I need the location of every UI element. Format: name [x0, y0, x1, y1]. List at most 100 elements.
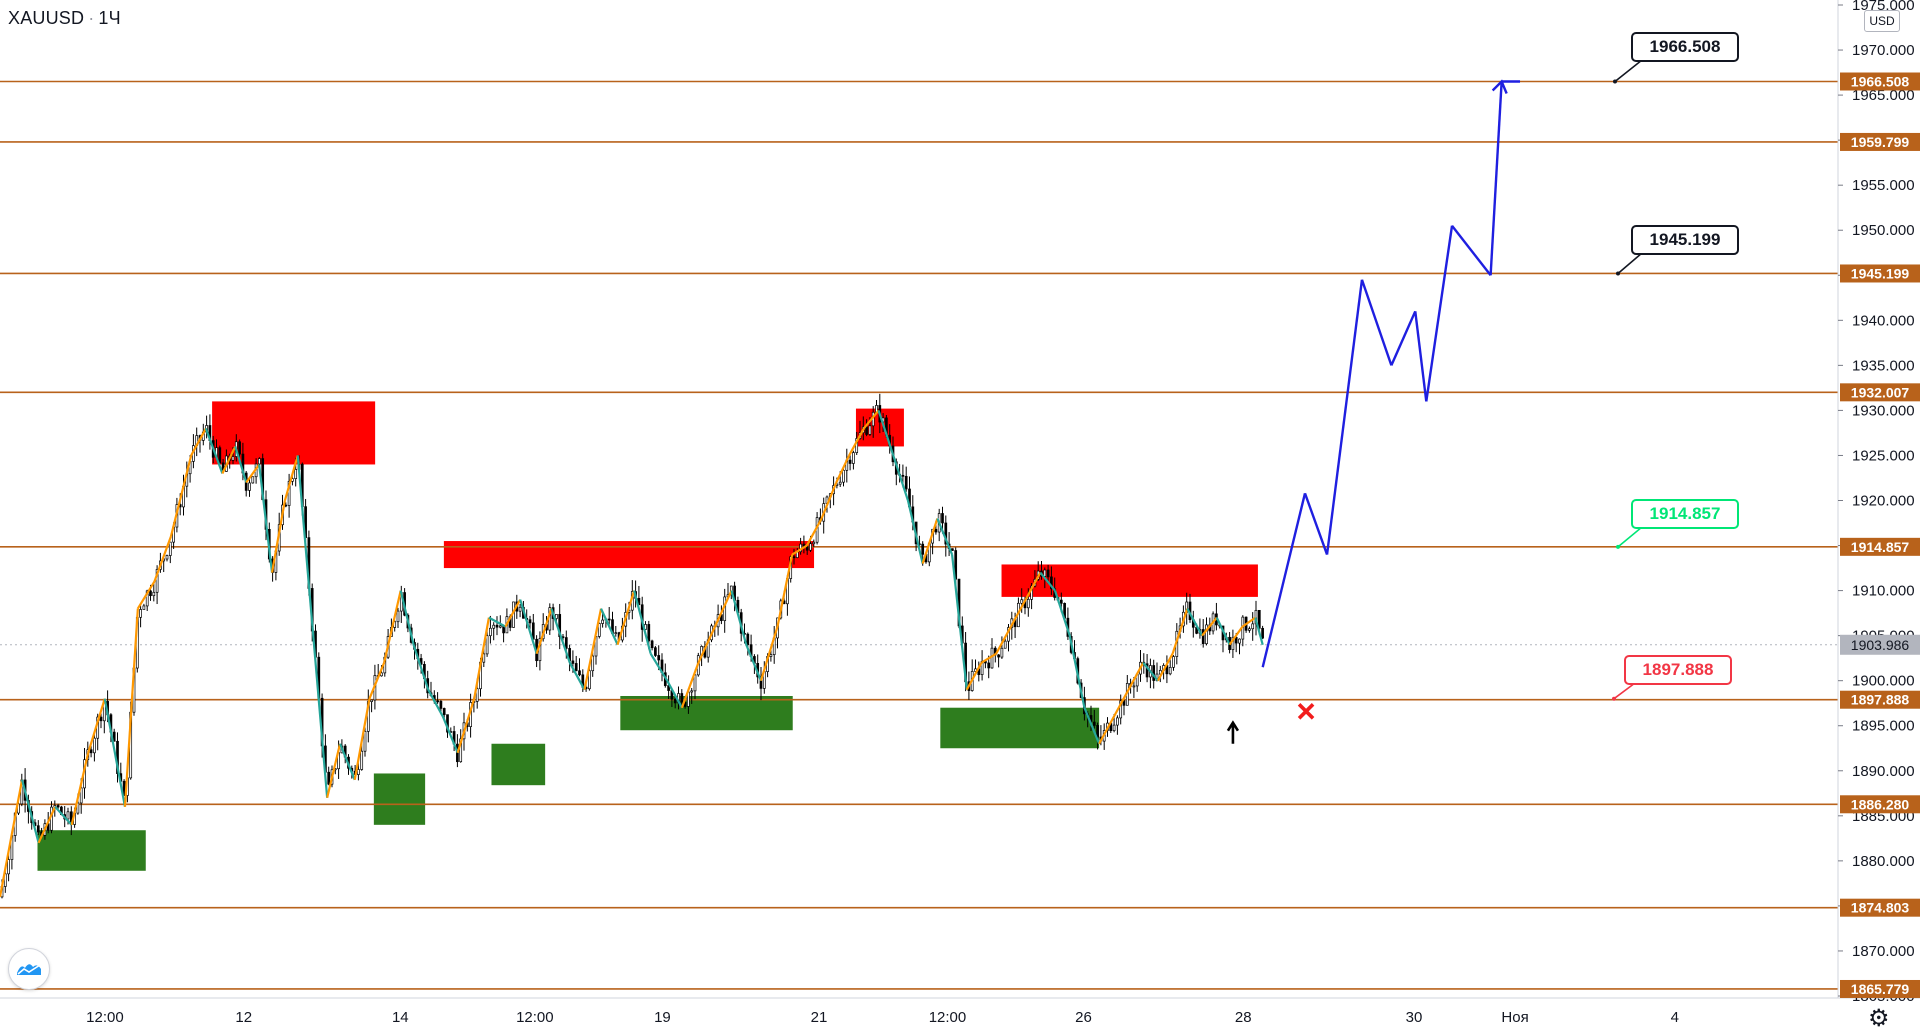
candle-body-302: [997, 654, 1000, 658]
gear-icon[interactable]: ⚙: [1868, 1005, 1890, 1032]
zigzag-segment-35: [535, 608, 553, 654]
candle-body-17: [56, 805, 60, 808]
callout-box-1: [1631, 225, 1739, 255]
zigzag-segment-61: [936, 518, 954, 555]
candle-body-89: [294, 469, 298, 479]
level-tag-8: [1840, 979, 1920, 998]
zigzag-segment-57: [877, 410, 895, 456]
candle-body-169: [558, 614, 562, 638]
tradingview-logo-icon[interactable]: [8, 948, 50, 990]
candle-body-78: [258, 458, 261, 465]
level-tag-label-8: 1865.779: [1851, 981, 1910, 997]
candle-body-150: [495, 624, 499, 628]
projection-segment-8: [1489, 81, 1503, 276]
projection-segment-3: [1360, 279, 1393, 366]
y-tick-label-17: 1890.000: [1852, 763, 1915, 780]
zigzag-segment-12: [204, 428, 224, 474]
candle-body-209: [690, 690, 694, 693]
x-tick-label-10: Ноя: [1501, 1009, 1528, 1026]
zigzag-segment-83: [1254, 617, 1264, 646]
candle-body-254: [838, 481, 842, 485]
candle-body-175: [578, 670, 581, 676]
candle-body-375: [1238, 638, 1241, 644]
zigzag-segment-68: [1039, 571, 1056, 592]
x-tick-label-6: 12:00: [929, 1009, 967, 1026]
y-tick-label-2: 1965.000: [1852, 87, 1915, 104]
candle-body-66: [218, 447, 222, 464]
zigzag-segment-76: [1156, 653, 1174, 682]
candle-body-257: [848, 459, 852, 464]
y-tick-label-16: 1895.000: [1852, 718, 1915, 735]
callouts: 1966.508 1945.199 1914.857 1897.888: [1612, 32, 1739, 701]
zigzag: [0, 409, 1264, 898]
currency-badge[interactable]: USD: [1864, 10, 1900, 32]
candle-body-146: [482, 653, 486, 663]
candle-body-179: [591, 655, 595, 672]
zigzag-segment-65: [995, 626, 1012, 655]
candle-body-28: [93, 737, 96, 754]
zigzag-segment-1: [20, 779, 40, 844]
y-tick-label-13: 1910.000: [1852, 583, 1915, 600]
candle-body-109: [360, 750, 364, 770]
y-tick-label-4: 1955.000: [1852, 177, 1915, 194]
candle-body-279: [921, 543, 925, 555]
zigzag-segment-80: [1215, 617, 1231, 646]
candle-body-354: [1168, 666, 1172, 675]
candle-body-364: [1201, 629, 1205, 645]
candle-body-245: [809, 543, 812, 551]
x-tick-label-11: 4: [1671, 1009, 1679, 1026]
candle-body-70: [231, 456, 235, 461]
zigzag-segment-10: [169, 455, 193, 537]
candle-body-139: [459, 738, 463, 763]
callout-label-0: 1966.508: [1650, 37, 1721, 56]
symbol-header[interactable]: XAUUSD · 1Ч: [8, 8, 121, 29]
candle-body-46: [152, 591, 156, 597]
candle-body-318: [1050, 576, 1053, 590]
zigzag-segment-49: [759, 626, 779, 682]
candle-body-355: [1172, 656, 1175, 668]
time-axis-bg: [0, 998, 1838, 1036]
candle-body-317: [1046, 569, 1050, 578]
zigzag-segment-18: [283, 455, 299, 501]
candle-body-274: [904, 475, 908, 490]
level-tag-7: [1840, 898, 1920, 917]
candle-body-332: [1096, 725, 1099, 738]
zigzag-segment-69: [1053, 590, 1071, 636]
level-tag-2: [1840, 264, 1920, 283]
x-tick-label-0: 12:00: [86, 1009, 124, 1026]
candle-body-43: [142, 605, 146, 610]
zigzag-segment-79: [1201, 616, 1218, 637]
zigzag-segment-26: [399, 590, 415, 645]
candle-body-204: [673, 698, 677, 704]
x-tick-label-1: 12: [235, 1009, 252, 1026]
candle-body-343: [1132, 685, 1136, 688]
candle-body-110: [363, 730, 367, 752]
zigzag-segment-59: [906, 500, 924, 564]
candle-body-30: [99, 716, 103, 722]
projection-segment-0: [1261, 493, 1307, 668]
candle-body-286: [944, 522, 948, 545]
candle-body-382: [1261, 627, 1264, 639]
zigzag-segment-17: [270, 500, 286, 573]
candle-body-196: [647, 624, 651, 642]
candle-body-263: [868, 425, 872, 435]
candle-body-262: [865, 426, 868, 435]
zigzag-segment-56: [863, 409, 880, 430]
projection-segment-5: [1414, 311, 1428, 402]
zigzag-segment-52: [805, 517, 823, 547]
candle-body-186: [614, 632, 618, 635]
candle-body-45: [149, 590, 152, 597]
zigzag-segment-7: [123, 608, 139, 807]
markers: [1226, 703, 1315, 744]
zigzag-segment-28: [427, 689, 444, 718]
candle-body-171: [564, 637, 568, 649]
candle-body-340: [1122, 700, 1126, 706]
zigzag-segment-55: [848, 427, 865, 456]
zigzag-segment-44: [680, 662, 700, 709]
candle-body-168: [555, 614, 558, 619]
candle-body-151: [498, 625, 502, 628]
symbol-interval: 1Ч: [98, 8, 121, 28]
zigzag-segment-29: [441, 716, 459, 754]
level-tag-label-2: 1945.199: [1851, 265, 1910, 281]
